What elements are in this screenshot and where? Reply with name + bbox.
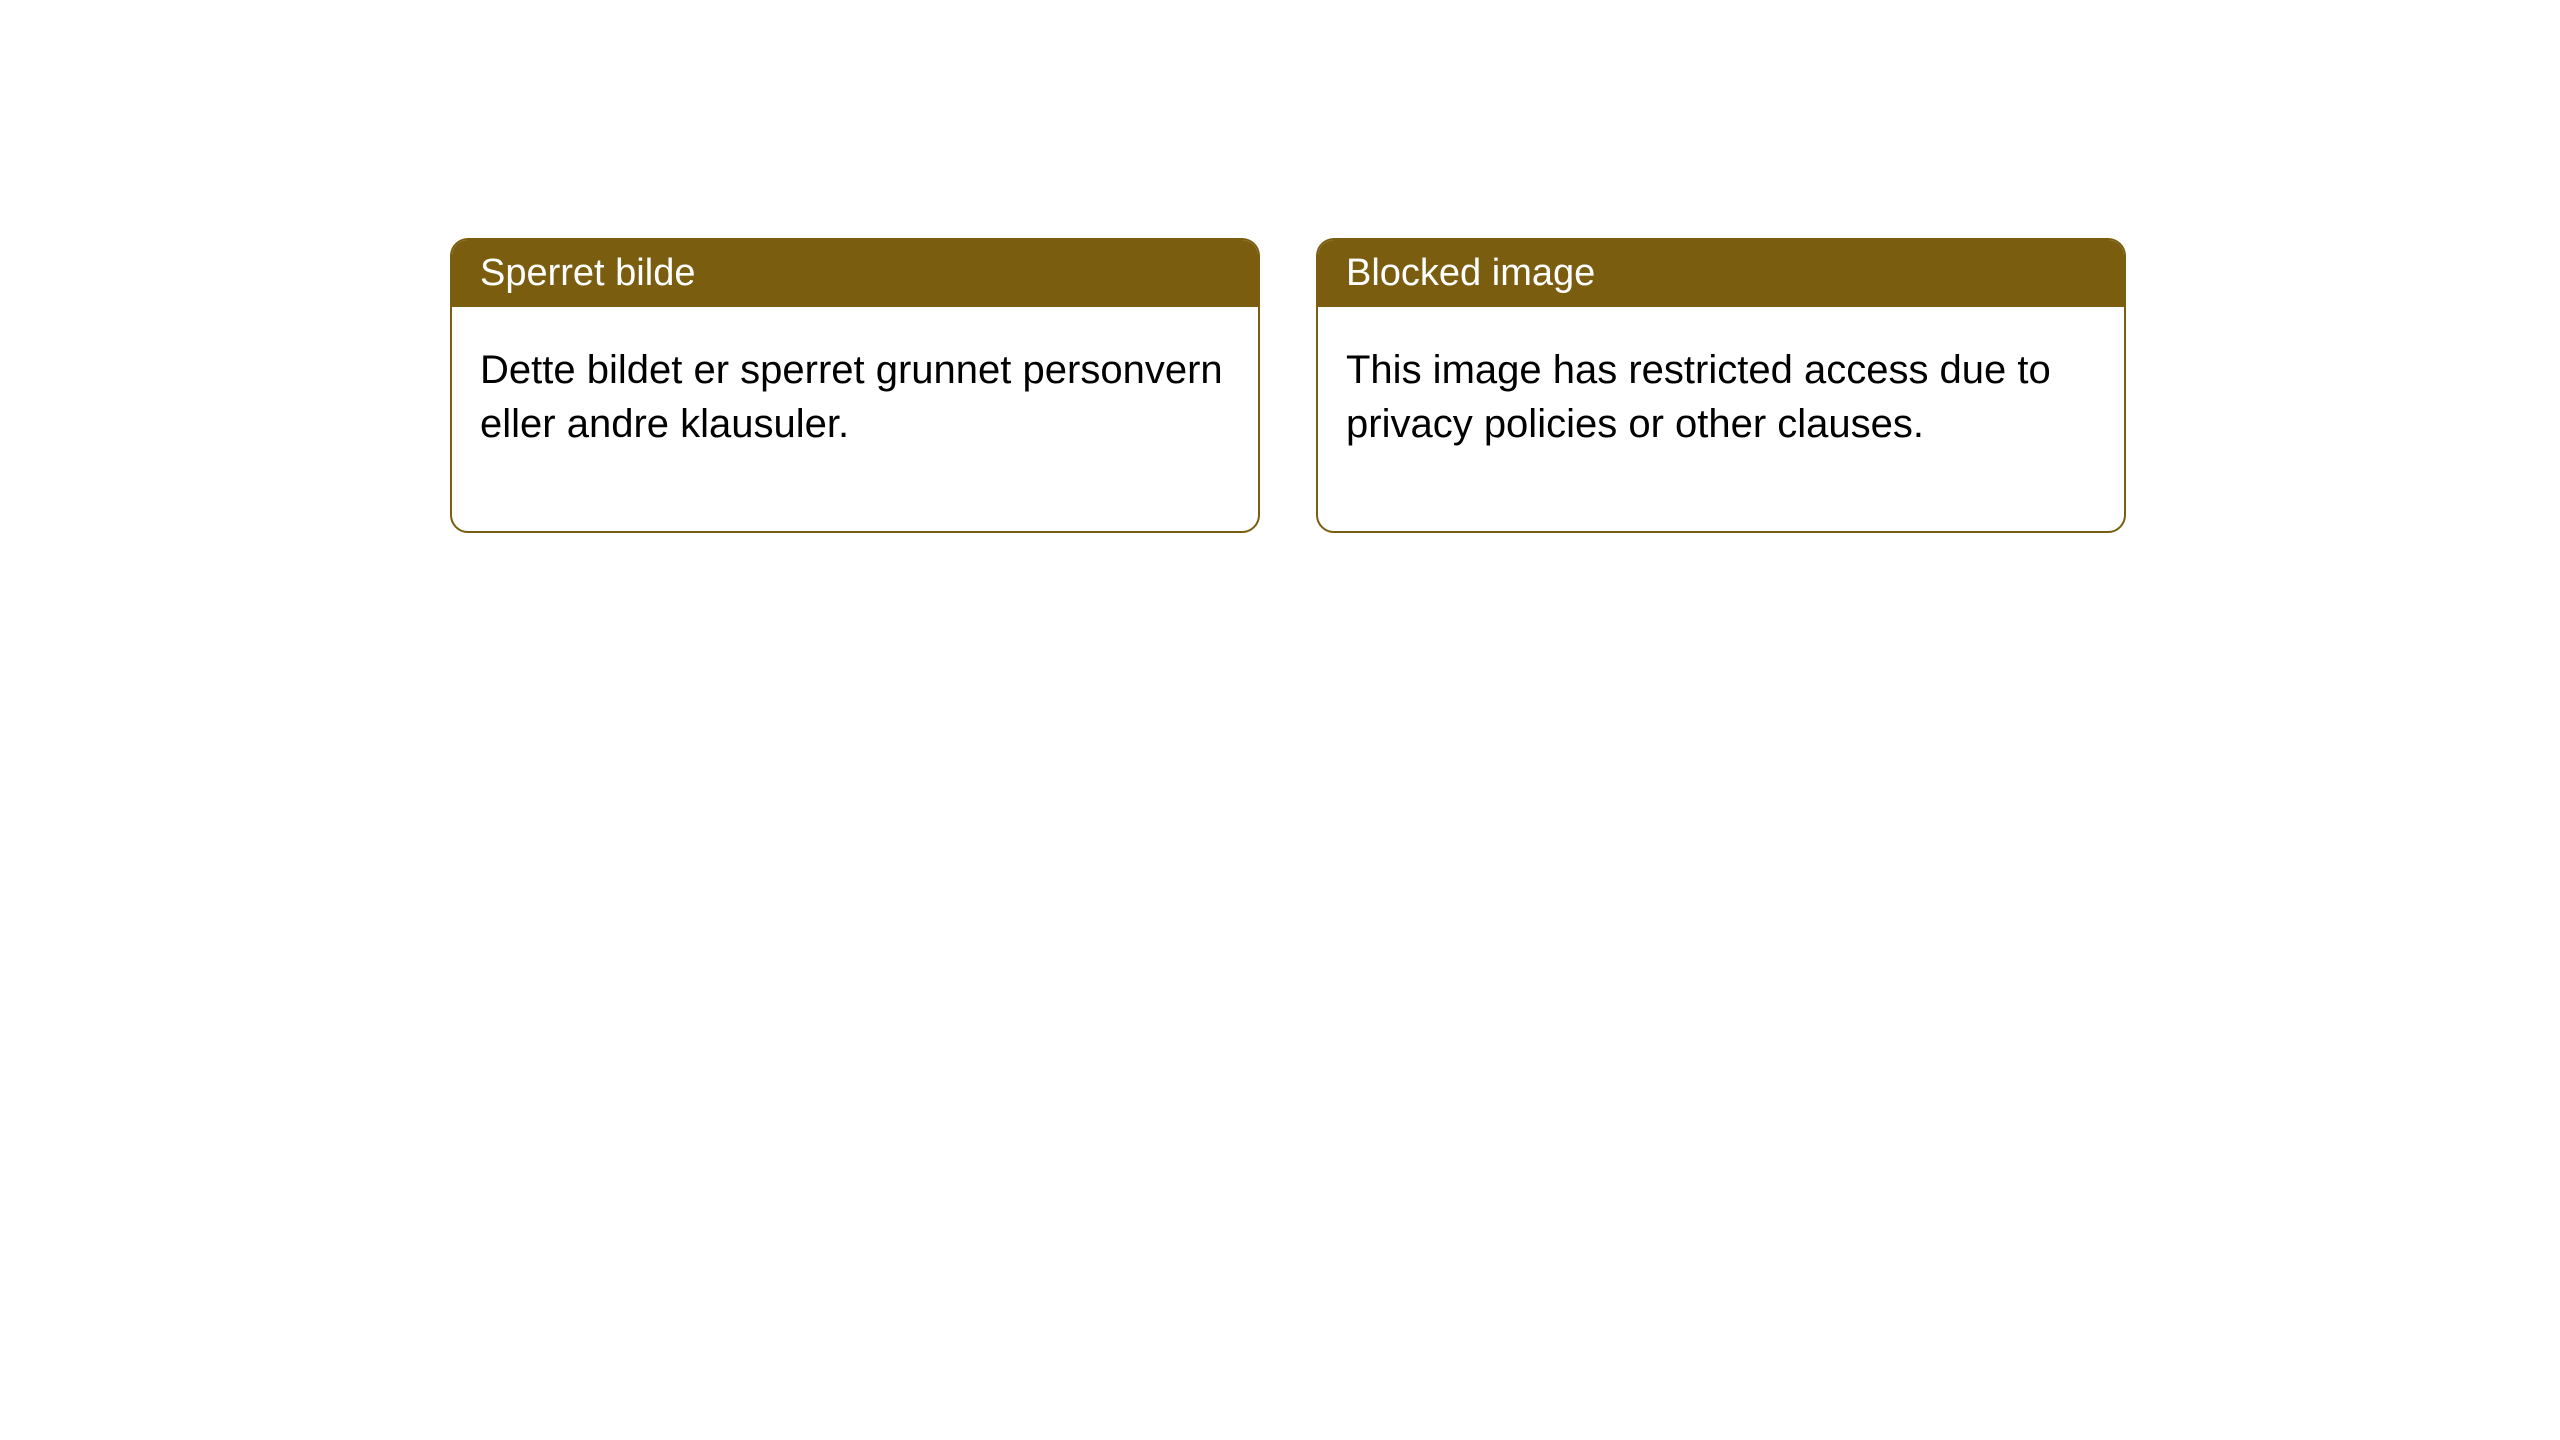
notice-header: Sperret bilde <box>452 240 1258 307</box>
notice-card-norwegian: Sperret bilde Dette bildet er sperret gr… <box>450 238 1260 533</box>
notices-container: Sperret bilde Dette bildet er sperret gr… <box>450 238 2126 533</box>
notice-body: Dette bildet er sperret grunnet personve… <box>452 307 1258 531</box>
notice-body: This image has restricted access due to … <box>1318 307 2124 531</box>
notice-card-english: Blocked image This image has restricted … <box>1316 238 2126 533</box>
notice-header: Blocked image <box>1318 240 2124 307</box>
